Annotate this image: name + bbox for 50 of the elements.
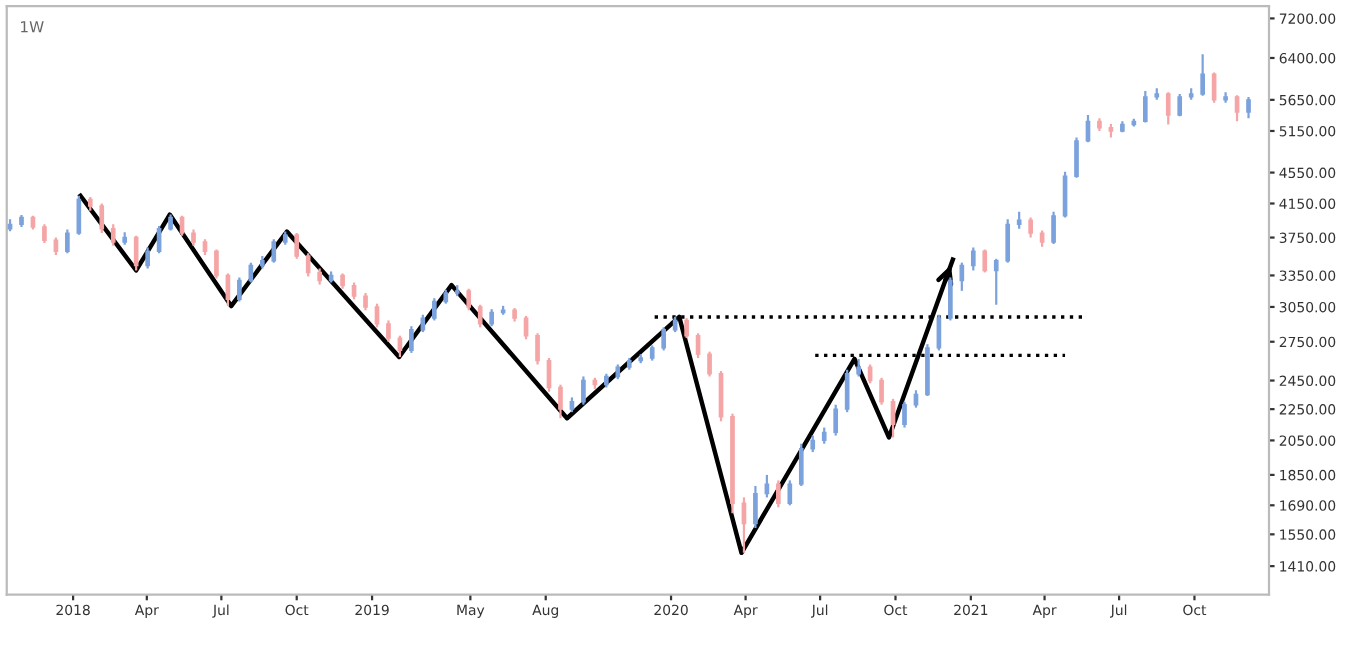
candlestick <box>925 343 930 398</box>
candlestick <box>970 246 976 272</box>
candlestick <box>798 442 804 488</box>
candlestick <box>374 302 380 329</box>
candlestick <box>867 363 873 385</box>
candlestick <box>133 234 139 272</box>
candlestick <box>1246 95 1251 120</box>
candlestick <box>707 350 712 378</box>
candlestick <box>1051 210 1056 245</box>
candlestick <box>431 297 437 322</box>
candlestick <box>684 317 689 340</box>
candlestick <box>1142 89 1148 124</box>
candlestick <box>581 375 586 406</box>
candlestick <box>466 287 472 312</box>
candlestick <box>397 334 403 359</box>
candlestick <box>145 246 150 270</box>
candlestick <box>271 238 277 264</box>
candlestick <box>661 326 667 352</box>
candlestick <box>535 332 540 366</box>
candlestick <box>1234 94 1240 123</box>
candlestick <box>993 257 999 306</box>
candlestick <box>1165 91 1171 126</box>
candlestick <box>42 223 47 245</box>
candlestick <box>1005 218 1011 264</box>
candlestick <box>764 473 770 499</box>
candlestick <box>214 248 219 280</box>
candlestick <box>936 313 942 352</box>
candlestick <box>1211 71 1217 104</box>
candlestick <box>305 252 311 278</box>
candlestick <box>982 248 988 274</box>
candlestick <box>558 383 563 420</box>
candlestick <box>477 303 483 329</box>
candlestick <box>948 276 953 322</box>
candlestick <box>76 194 82 236</box>
candlestick <box>776 479 781 509</box>
candlestick <box>386 319 391 343</box>
candlestick <box>1074 136 1079 179</box>
candlestick <box>65 228 70 255</box>
candlestick <box>294 231 300 260</box>
candlestick <box>753 484 758 530</box>
candlestick <box>99 202 105 235</box>
candlestick <box>902 400 907 429</box>
candlestick <box>110 223 116 247</box>
candlestick <box>1200 53 1205 97</box>
candlestick <box>833 403 839 437</box>
candlestick <box>409 325 414 355</box>
candlestick <box>237 276 242 303</box>
candlestick <box>1028 216 1033 239</box>
candlestick <box>879 376 884 406</box>
candlestick <box>787 479 793 507</box>
